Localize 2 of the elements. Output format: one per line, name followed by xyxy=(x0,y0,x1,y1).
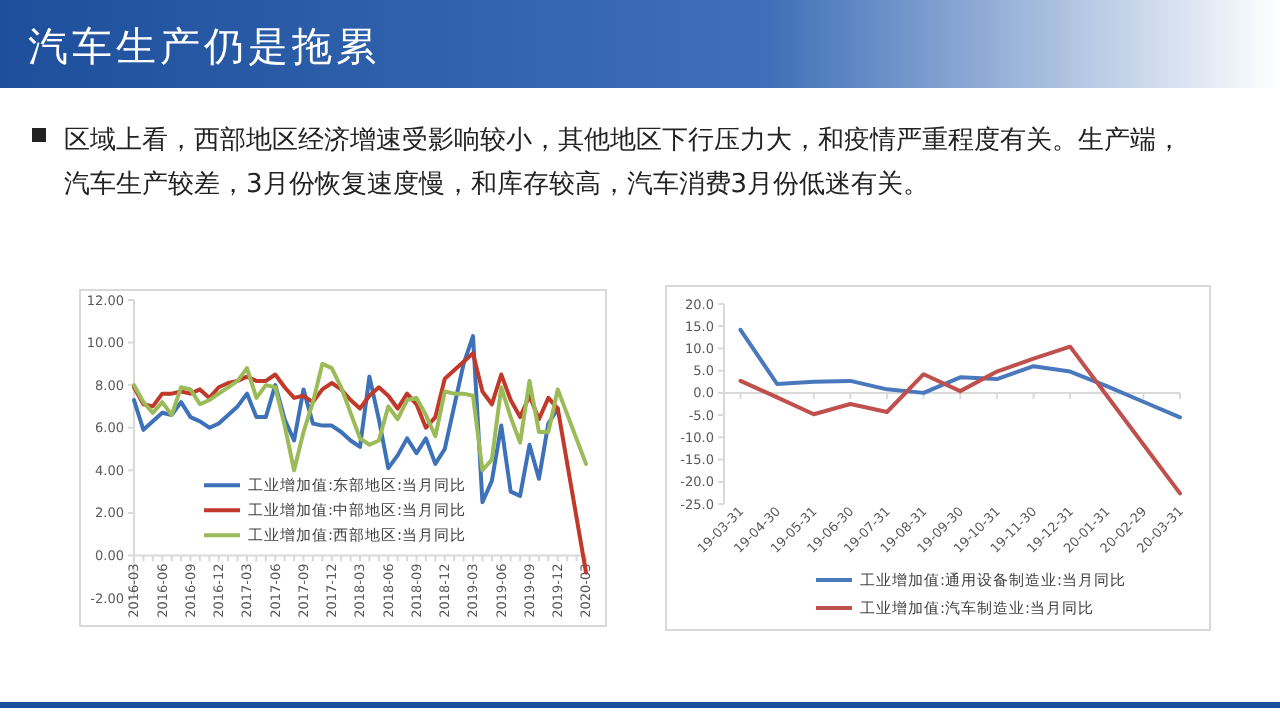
chart-title: 汽车生产仍是拖累 xyxy=(28,22,380,70)
chart-subtitle: 区域上看，西部地区经济增速受影响较小，其他地区下行压力大，和疫情严重程度有关。生产端，汽车生产较差，3月份恢复速度慢，和库存较高，汽车消费3月份低迷有关。 xyxy=(64,124,1182,200)
